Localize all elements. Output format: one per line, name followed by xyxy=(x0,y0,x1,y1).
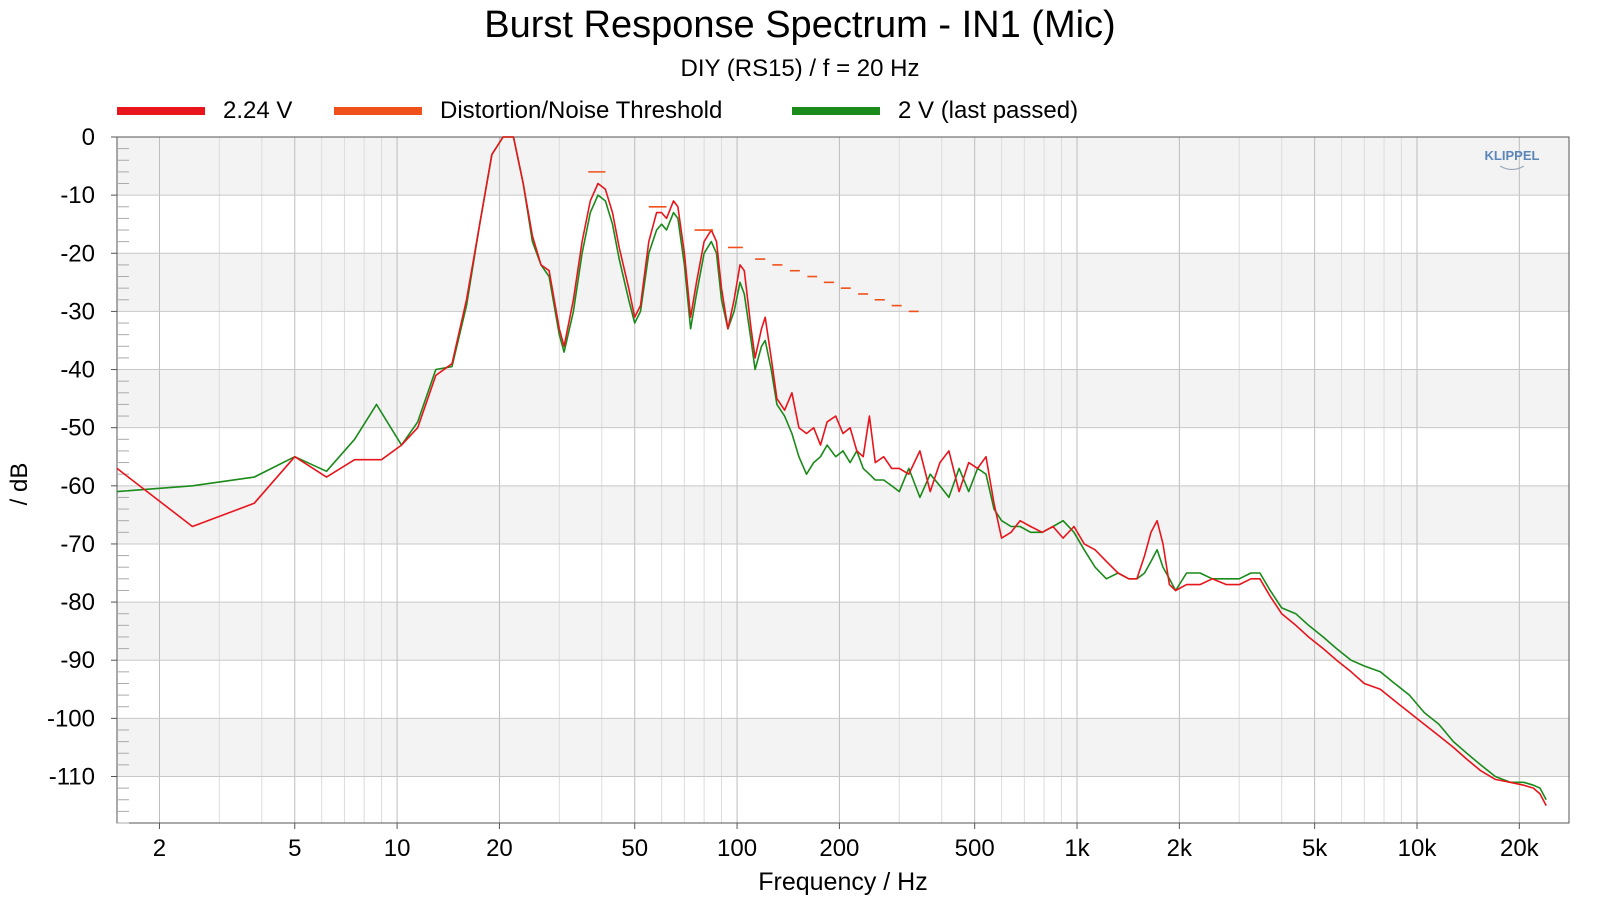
y-tick-label: -70 xyxy=(60,531,95,558)
chart-subtitle: DIY (RS15) / f = 20 Hz xyxy=(680,55,920,82)
series-threshold xyxy=(588,171,919,313)
x-tick-label: 1k xyxy=(1064,835,1090,862)
y-tick-label: -30 xyxy=(60,298,95,325)
klippel-logo-text: KLIPPEL xyxy=(1485,148,1540,163)
legend-swatch-red xyxy=(117,107,205,115)
y-tick-label: -110 xyxy=(49,763,95,790)
x-tick-label: 10k xyxy=(1398,835,1438,862)
plot-grid xyxy=(117,136,1569,823)
series-line-red xyxy=(116,136,1547,806)
legend-label-red: 2.24 V xyxy=(223,97,293,124)
legend-swatch-threshold xyxy=(334,107,422,115)
x-tick-label: 5 xyxy=(288,835,301,862)
y-axis: 0 -10 -20 -30 -40 -50 -60 -70 -80 -90 -100 -110 xyxy=(47,124,129,824)
x-tick-label: 500 xyxy=(955,835,995,862)
plot-bands xyxy=(117,137,1569,823)
plot-band xyxy=(117,195,1569,254)
y-tick-label: -20 xyxy=(60,240,95,267)
y-tick-label: -100 xyxy=(47,705,95,732)
y-tick-label: -10 xyxy=(60,182,95,209)
x-tick-label: 200 xyxy=(819,835,859,862)
plot-band xyxy=(117,660,1569,719)
legend-label-green: 2 V (last passed) xyxy=(898,97,1079,124)
legend-label-threshold: Distortion/Noise Threshold xyxy=(440,97,723,124)
chart-title: Burst Response Spectrum - IN1 (Mic) xyxy=(484,4,1116,46)
plot-frame xyxy=(116,136,1570,824)
plot-band xyxy=(117,543,1569,603)
legend-swatch-green xyxy=(792,107,880,115)
x-tick-label: 100 xyxy=(717,835,757,862)
x-axis: 2 5 10 20 50 100 200 500 1k 2k 5k 10k 20k xyxy=(153,823,1540,862)
klippel-logo-arc xyxy=(1499,165,1525,171)
x-tick-label: 10 xyxy=(384,835,411,862)
y-tick-label: -50 xyxy=(60,415,95,442)
y-tick-label: -40 xyxy=(60,357,95,384)
x-tick-label: 2k xyxy=(1167,835,1193,862)
x-tick-label: 50 xyxy=(621,835,648,862)
plot-band xyxy=(117,776,1569,823)
x-tick-label: 20 xyxy=(486,835,513,862)
x-tick-label: 2 xyxy=(153,835,166,862)
x-tick-label: 20k xyxy=(1500,835,1540,862)
plot-band xyxy=(117,311,1569,370)
y-tick-label: 0 xyxy=(82,124,95,151)
series-group xyxy=(116,136,1547,806)
y-tick-label: -90 xyxy=(60,647,95,674)
y-tick-label: -60 xyxy=(60,473,95,500)
y-axis-label: / dB xyxy=(6,462,33,506)
x-tick-label: 5k xyxy=(1302,835,1328,862)
y-tick-label: -80 xyxy=(60,589,95,616)
klippel-logo: KLIPPEL xyxy=(1485,148,1540,171)
plot-band xyxy=(117,427,1569,486)
x-axis-label: Frequency / Hz xyxy=(758,868,928,896)
